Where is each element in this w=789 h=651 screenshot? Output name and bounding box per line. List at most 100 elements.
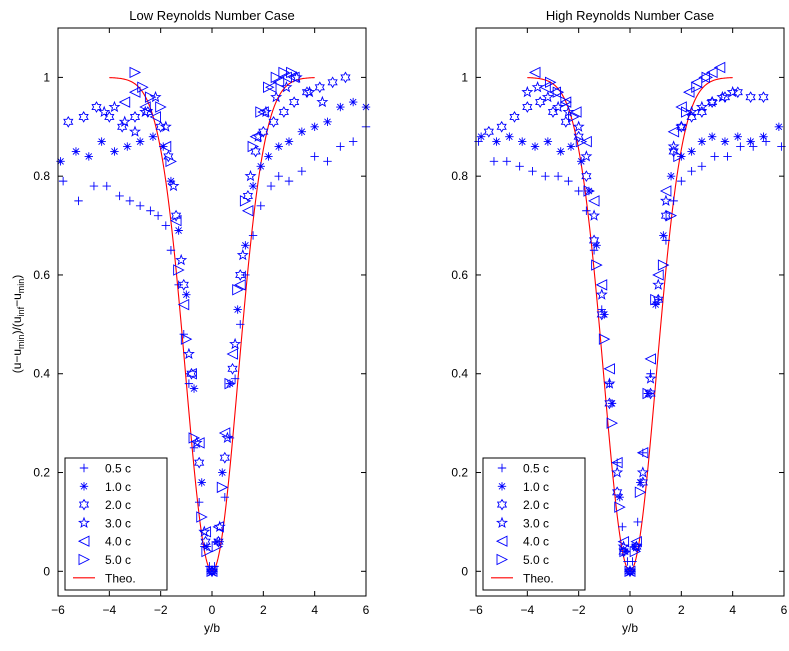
data-point bbox=[624, 565, 636, 578]
data-point bbox=[636, 447, 649, 459]
data-point bbox=[274, 142, 283, 151]
x-tick-label: −2 bbox=[154, 603, 168, 617]
y-axis-label: (u−umin)/(uinf−umin) bbox=[10, 275, 26, 374]
data-point bbox=[659, 231, 668, 240]
data-point bbox=[218, 427, 231, 439]
data-point bbox=[630, 540, 643, 552]
data-point bbox=[84, 152, 93, 161]
data-point bbox=[196, 511, 208, 523]
data-point bbox=[148, 132, 158, 141]
data-point bbox=[691, 81, 703, 93]
data-point bbox=[232, 284, 244, 296]
data-point bbox=[707, 132, 717, 141]
data-point bbox=[58, 176, 68, 186]
legend-swatch bbox=[496, 516, 508, 528]
data-point bbox=[189, 384, 199, 393]
legend-label: Theo. bbox=[523, 571, 554, 585]
x-tick-label: −4 bbox=[520, 603, 534, 617]
plot-panel-high-reynolds: High Reynolds Number Case−6 −4 −2 0 2 4 6y/b00… bbox=[451, 8, 787, 635]
data-point bbox=[667, 125, 680, 138]
data-point bbox=[272, 76, 285, 89]
y-tick-label: 1 bbox=[461, 70, 468, 84]
data-point bbox=[256, 162, 265, 171]
data-point bbox=[213, 535, 224, 548]
legend-label: 4.0 c bbox=[105, 535, 131, 549]
legend-label: 0.5 c bbox=[105, 462, 131, 476]
legend-label: 3.0 c bbox=[105, 516, 131, 530]
data-point bbox=[175, 253, 188, 266]
data-point bbox=[644, 353, 656, 365]
data-point bbox=[178, 278, 189, 291]
data-point bbox=[218, 468, 227, 477]
data-point bbox=[125, 196, 135, 206]
data-point bbox=[241, 205, 254, 217]
data-point bbox=[249, 130, 262, 143]
data-point bbox=[521, 85, 534, 98]
y-tick-label: 0.6 bbox=[451, 268, 468, 282]
data-point bbox=[310, 152, 319, 161]
data-point bbox=[197, 478, 206, 487]
data-point bbox=[202, 542, 212, 551]
legend-label: 1.0 c bbox=[105, 480, 131, 494]
data-point bbox=[241, 241, 250, 250]
legend-label: 2.0 c bbox=[523, 498, 549, 512]
data-point bbox=[182, 347, 195, 360]
legend: 0.5 c 1.0 c 2.0 c 3.0 c 4.0 c 5.0 c Theo. bbox=[482, 457, 586, 591]
data-point bbox=[528, 167, 537, 176]
data-point bbox=[139, 105, 152, 118]
data-point bbox=[288, 71, 300, 84]
data-point bbox=[522, 101, 533, 113]
data-point bbox=[611, 456, 623, 469]
data-point bbox=[620, 547, 630, 556]
series-1-0-c bbox=[56, 97, 371, 576]
data-point bbox=[170, 209, 182, 222]
data-point bbox=[746, 137, 755, 146]
data-point bbox=[255, 106, 267, 118]
x-tick-label: 0 bbox=[209, 603, 216, 617]
data-point bbox=[630, 535, 642, 548]
data-point bbox=[270, 90, 283, 103]
legend-swatch bbox=[497, 482, 507, 491]
data-point bbox=[264, 152, 273, 161]
data-point bbox=[108, 100, 121, 113]
data-point bbox=[159, 140, 172, 153]
data-point bbox=[614, 501, 626, 513]
data-point bbox=[97, 137, 106, 146]
data-point bbox=[687, 147, 696, 156]
data-point bbox=[644, 372, 657, 384]
y-tick-label: 1 bbox=[43, 70, 50, 84]
legend-swatch bbox=[497, 463, 507, 473]
x-tick-label: −4 bbox=[102, 603, 116, 617]
data-point bbox=[645, 387, 656, 400]
data-point bbox=[535, 96, 546, 108]
data-point bbox=[153, 211, 163, 220]
data-point bbox=[552, 100, 565, 113]
data-point bbox=[733, 132, 742, 141]
data-point bbox=[235, 269, 246, 281]
data-point bbox=[212, 537, 222, 546]
data-point bbox=[566, 142, 576, 151]
x-axis-label: y/b bbox=[204, 621, 220, 635]
data-point bbox=[115, 191, 124, 201]
data-point bbox=[200, 535, 211, 548]
data-point bbox=[139, 101, 151, 113]
data-point bbox=[574, 186, 583, 196]
data-point bbox=[129, 125, 141, 137]
legend-swatch bbox=[78, 516, 90, 528]
data-point bbox=[575, 135, 588, 148]
data-point bbox=[625, 567, 635, 576]
data-point bbox=[256, 201, 265, 211]
data-point bbox=[250, 145, 261, 158]
data-point bbox=[695, 100, 708, 113]
data-point bbox=[681, 106, 693, 118]
x-tick-label: −6 bbox=[469, 603, 483, 617]
data-point bbox=[690, 76, 703, 89]
data-point bbox=[220, 493, 230, 502]
data-point bbox=[91, 101, 102, 113]
legend-label: 0.5 c bbox=[523, 462, 549, 476]
data-point bbox=[56, 157, 65, 166]
legend-swatch bbox=[495, 535, 508, 547]
data-point bbox=[584, 186, 594, 196]
data-point bbox=[630, 542, 640, 551]
data-point bbox=[173, 264, 185, 276]
